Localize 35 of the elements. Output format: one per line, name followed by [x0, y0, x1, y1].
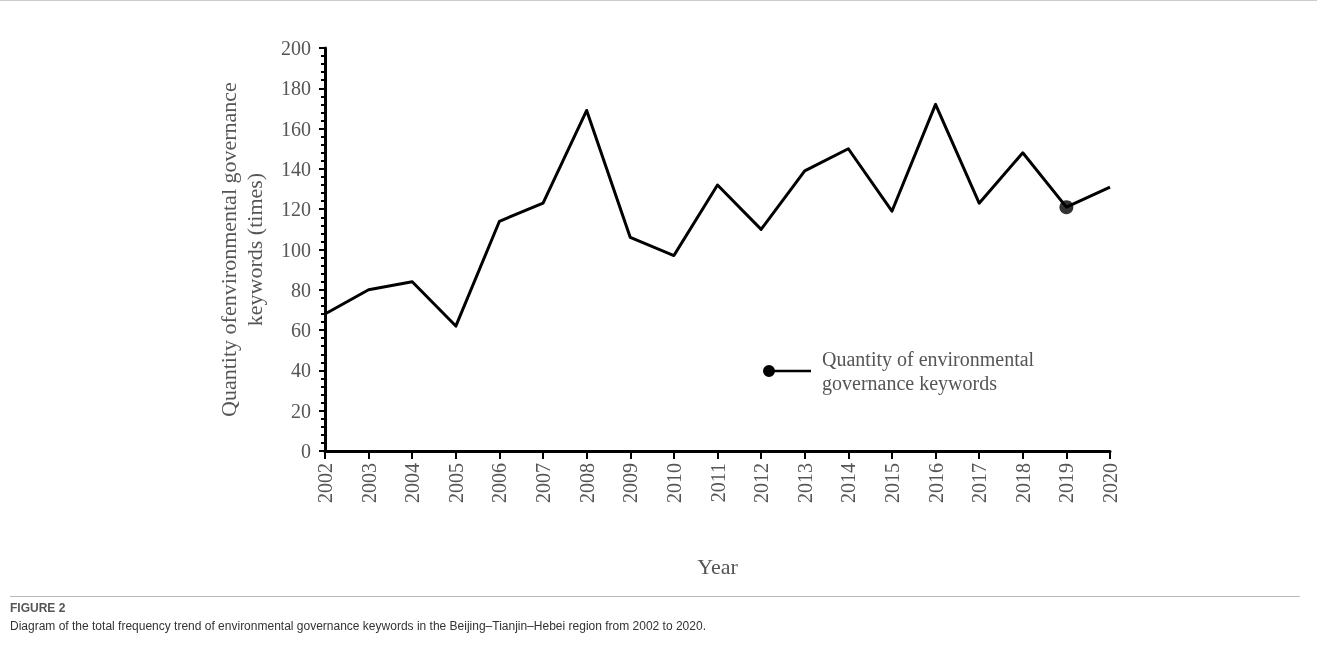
x-tick-label: 2018	[1011, 463, 1034, 503]
legend-label: Quantity of environmental governance keywords	[822, 348, 1040, 395]
x-tick-label: 2017	[968, 463, 991, 503]
y-tick-label: 200	[281, 37, 311, 59]
x-tick-label: 2002	[314, 463, 336, 503]
x-tick-label: 2015	[880, 463, 903, 503]
y-tick-label: 140	[281, 157, 311, 180]
y-tick-label: 60	[291, 319, 311, 342]
x-tick-label: 2019	[1055, 463, 1078, 503]
x-tick-label: 2007	[532, 463, 555, 503]
y-tick-label: 20	[291, 399, 311, 422]
x-tick-label: 2016	[924, 463, 947, 503]
x-tick-label: 2011	[706, 463, 729, 503]
y-tick-label: 80	[291, 278, 311, 301]
x-tick-label: 2013	[793, 463, 816, 503]
x-tick-label: 2003	[357, 463, 380, 503]
x-tick-label: 2004	[401, 463, 424, 503]
x-tick-label: 2009	[619, 463, 642, 503]
y-tick-label: 120	[281, 198, 311, 221]
y-tick-label: 40	[291, 359, 311, 382]
x-tick-label: 2012	[750, 463, 773, 503]
x-tick-label: 2008	[575, 463, 598, 503]
x-tick-label: 2005	[444, 463, 467, 503]
x-tick-label: 2014	[837, 463, 860, 503]
x-axis-title: Year	[697, 553, 739, 579]
x-tick-label: 2010	[662, 463, 685, 503]
x-tick-label: 2006	[488, 463, 511, 503]
y-tick-label: 160	[281, 117, 311, 140]
y-tick-label: 180	[281, 77, 311, 100]
text: FIGURE 2	[10, 601, 67, 615]
y-axis-title: Quantity ofenvironmental governance keywords (times)	[215, 82, 267, 417]
x-tick-label: 2020	[1099, 463, 1121, 503]
text: Diagram of the total frequency trend of environmental governance keywords in the Beijing–Tianjin–Hebei region from 2002 to 2020.	[10, 619, 707, 633]
y-tick-label: 0	[301, 440, 311, 462]
y-tick-label: 100	[281, 238, 311, 261]
